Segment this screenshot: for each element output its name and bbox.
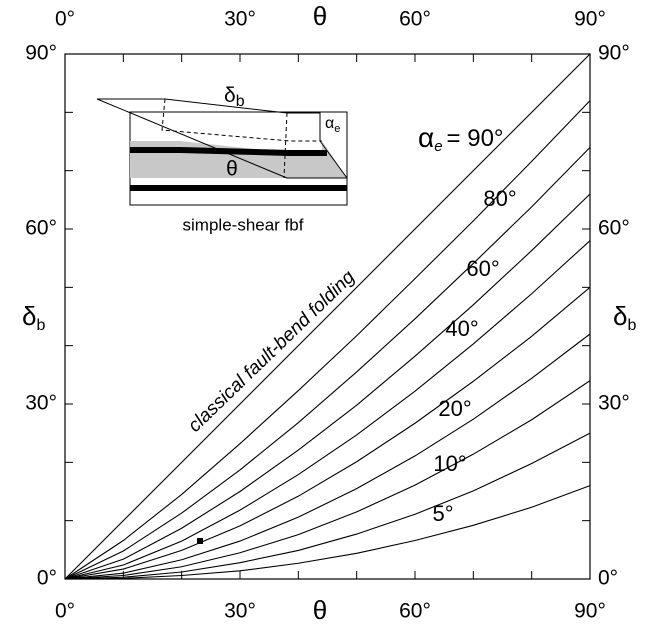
- series-line: [64, 240, 591, 580]
- series-line: [64, 333, 591, 580]
- series-line: [64, 100, 591, 580]
- y-axis-label-right: δb: [613, 301, 636, 334]
- inset-dashed: [161, 98, 322, 142]
- series-line: [64, 193, 591, 580]
- series-label: 20°: [438, 396, 471, 421]
- x-axis-label: θ: [313, 595, 327, 625]
- y-tick-label: 0°: [37, 567, 57, 590]
- series-label: 60°: [466, 256, 499, 281]
- series-label: 80°: [483, 186, 516, 211]
- inset-delta-sub: b: [236, 93, 245, 110]
- y-tick-label-right: 0°: [598, 567, 618, 590]
- series-line: [64, 53, 591, 580]
- inset-delta: δb: [224, 84, 245, 111]
- y-tick-label-right: 90°: [598, 42, 630, 65]
- marker: [197, 538, 203, 544]
- y-tick-label-right: 60°: [598, 217, 630, 240]
- series-line: [64, 286, 591, 580]
- inset-alpha-sub: e: [334, 123, 340, 135]
- y-tick-label: 60°: [25, 217, 57, 240]
- x-tick-label-top: 90°: [574, 8, 606, 31]
- series-label: 40°: [445, 316, 478, 341]
- x-tick-label: 60°: [399, 600, 431, 623]
- inset-bed: [130, 147, 327, 156]
- plot-frame: [64, 53, 591, 580]
- x-tick-label: 0°: [55, 600, 75, 623]
- inset-line: [319, 140, 348, 179]
- series-label: 10°: [433, 451, 466, 476]
- inset-dashed: [283, 112, 288, 179]
- x-tick-label: 90°: [574, 600, 606, 623]
- y-axis-label-sub: b: [36, 317, 45, 334]
- inset-fault: [96, 98, 288, 179]
- series-label: αe = 90°: [418, 122, 504, 155]
- y-axis-label-sub: b: [627, 317, 636, 334]
- series-line: [64, 485, 591, 580]
- inset-alpha-main: α: [325, 115, 334, 132]
- series-prefix: α: [418, 122, 434, 153]
- series-line: [64, 432, 591, 580]
- y-tick-label-right: 30°: [598, 392, 630, 415]
- inset-alpha: αe: [325, 115, 340, 135]
- y-axis-label-main: δ: [22, 301, 36, 331]
- inset: [96, 98, 348, 206]
- inset-theta: θ: [226, 158, 238, 181]
- x-tick-label-top: 0°: [55, 8, 75, 31]
- y-tick-label: 30°: [25, 392, 57, 415]
- series-label-text: = 90°: [447, 125, 504, 152]
- series-line: [64, 380, 591, 580]
- x-tick-label-top: 30°: [224, 8, 256, 31]
- inset-caption: simple-shear fbf: [183, 215, 304, 234]
- x-tick-label: 30°: [224, 600, 256, 623]
- series-line: [64, 146, 591, 580]
- annotation: classical fault-bend folding: [184, 266, 359, 436]
- y-tick-label: 90°: [25, 42, 57, 65]
- x-tick-label-top: 60°: [399, 8, 431, 31]
- series-label: 5°: [432, 501, 453, 526]
- y-axis-label-main: δ: [613, 301, 627, 331]
- y-axis-label: δb: [22, 301, 45, 334]
- series-prefix-sub: e: [434, 138, 442, 155]
- x-axis-label-top: θ: [313, 1, 327, 31]
- inset-delta-main: δ: [224, 84, 236, 107]
